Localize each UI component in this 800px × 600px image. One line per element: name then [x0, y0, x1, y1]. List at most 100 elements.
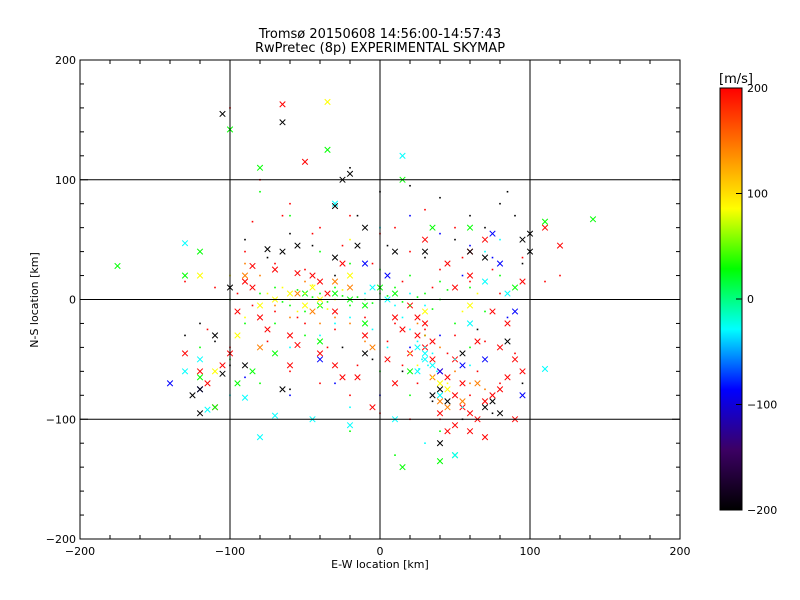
data-point-dot	[431, 400, 434, 403]
data-point-dot	[559, 274, 561, 277]
data-point-x	[519, 236, 526, 243]
data-point-dot	[334, 286, 336, 289]
data-point-dot	[244, 250, 246, 253]
data-point-x	[279, 119, 286, 126]
data-point-x	[429, 362, 436, 369]
data-point-x	[519, 368, 526, 375]
data-point-dot	[394, 304, 396, 307]
data-point-x	[196, 410, 204, 417]
data-point-x	[421, 236, 429, 243]
data-point-dot	[319, 226, 321, 229]
data-point-dot	[514, 352, 516, 355]
data-point-x	[421, 350, 429, 357]
data-point-dot	[289, 394, 291, 397]
data-point-x	[369, 404, 376, 411]
data-point-x	[504, 338, 511, 345]
data-point-x	[241, 362, 249, 369]
data-point-x	[286, 332, 294, 339]
data-point-dot	[469, 394, 471, 397]
data-point-dot	[349, 322, 351, 325]
data-point-x	[496, 344, 504, 351]
data-point-dot	[409, 214, 411, 217]
data-point-x	[474, 338, 481, 345]
data-point-dot	[296, 289, 299, 291]
data-point-x	[436, 380, 444, 387]
data-point-dot	[484, 226, 486, 229]
data-point-dot	[289, 202, 291, 205]
data-point-dot	[409, 304, 411, 307]
chart-title: Tromsø 20150608 14:56:00-14:57:43	[258, 27, 501, 42]
data-point-dot	[244, 238, 246, 241]
data-point-dot	[409, 274, 411, 277]
data-point-dot	[259, 382, 261, 385]
data-point-dot	[319, 250, 321, 253]
data-point-dot	[289, 232, 291, 235]
data-point-dot	[409, 292, 411, 295]
data-point-dot	[334, 322, 336, 325]
data-point-x	[256, 164, 264, 171]
data-point-x	[219, 362, 226, 369]
data-points	[114, 98, 597, 471]
data-point-dot	[304, 322, 306, 325]
data-point-x	[346, 422, 354, 429]
colorbar-ticks: 200 100 0 −100 −200	[736, 82, 777, 517]
data-point-dot	[461, 406, 464, 409]
data-point-dot	[341, 244, 344, 247]
data-point-dot	[319, 292, 321, 295]
data-point-x	[414, 332, 421, 339]
data-point-x	[309, 308, 316, 315]
data-point-dot	[364, 340, 366, 343]
data-point-dot	[418, 368, 420, 370]
x-axis-label: E-W location [km]	[331, 558, 429, 571]
data-point-x	[589, 216, 597, 223]
data-point-dot	[499, 382, 501, 385]
data-point-dot	[341, 346, 344, 349]
data-point-dot	[499, 202, 501, 205]
data-point-x	[339, 260, 346, 267]
data-point-x	[361, 320, 369, 327]
data-point-x	[466, 428, 474, 435]
data-point-x	[264, 246, 271, 253]
data-point-x	[429, 356, 436, 363]
data-point-x	[361, 302, 369, 309]
data-point-x	[204, 406, 211, 413]
data-point-x	[466, 320, 474, 327]
data-point-dot	[439, 196, 441, 199]
data-point-x	[286, 362, 294, 369]
data-point-dot	[349, 214, 351, 217]
data-point-dot	[259, 190, 261, 193]
data-point-dot	[386, 244, 389, 247]
data-point-x	[489, 230, 496, 237]
data-point-dot	[469, 364, 471, 367]
data-point-dot	[469, 286, 471, 289]
data-point-x	[346, 170, 354, 177]
data-point-x	[511, 284, 519, 291]
data-point-x	[451, 284, 459, 291]
data-point-x	[384, 356, 391, 363]
data-point-x	[459, 362, 466, 369]
data-point-x	[234, 332, 241, 339]
data-point-dot	[476, 370, 479, 373]
data-point-x	[496, 260, 504, 267]
data-point-x	[301, 302, 309, 309]
data-point-dot	[274, 262, 276, 265]
data-point-dot	[274, 322, 276, 325]
data-point-dot	[514, 214, 516, 217]
colorbar-tick-label: −100	[747, 399, 777, 412]
data-point-x	[466, 302, 474, 309]
data-point-dot	[274, 310, 276, 313]
data-point-dot	[274, 304, 276, 307]
data-point-dot	[371, 328, 374, 331]
x-tick-label: 0	[377, 545, 384, 558]
data-point-dot	[394, 454, 396, 456]
data-point-x	[459, 380, 466, 387]
data-point-x	[451, 392, 459, 399]
data-point-dot	[409, 346, 411, 349]
data-point-dot	[289, 370, 291, 373]
data-point-dot	[334, 328, 336, 331]
data-point-x	[519, 278, 526, 285]
x-tick-label: −200	[65, 545, 95, 558]
data-point-dot	[431, 286, 434, 289]
data-point-dot	[319, 382, 321, 385]
data-point-dot	[424, 334, 426, 337]
